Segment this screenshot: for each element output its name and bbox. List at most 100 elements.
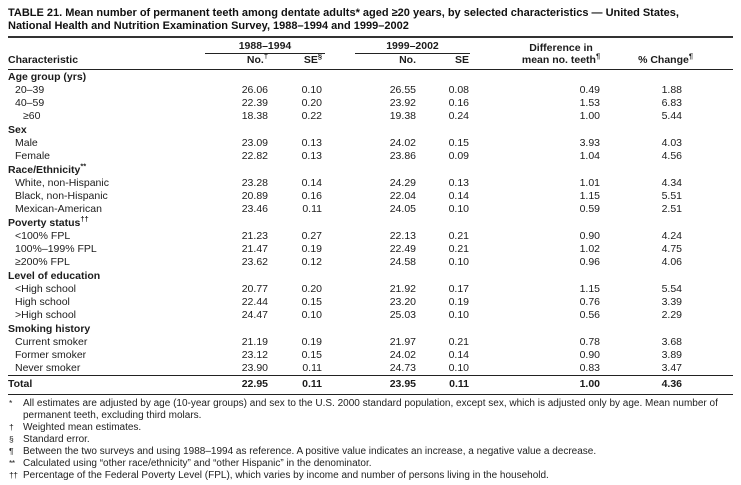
value-cell: 3.47: [661, 362, 682, 374]
data-row: <High school 20.77 0.20 21.92 0.17 1.15 5.54: [8, 283, 733, 296]
value-cell: 4.24: [661, 230, 682, 242]
footnote-text: Weighted mean estimates.: [23, 422, 142, 433]
value-cell: 0.19: [301, 243, 322, 255]
footnote: ¶ Between the two surveys and using 1988–…: [8, 446, 733, 458]
value-cell: 0.17: [448, 283, 469, 295]
value-cell: 4.75: [661, 243, 682, 255]
value-cell: 23.92: [389, 97, 416, 109]
value-cell: 22.49: [389, 243, 416, 255]
characteristic-cell: Never smoker: [15, 362, 81, 374]
header-spacer: [8, 40, 188, 54]
value-cell: 0.11: [302, 203, 322, 215]
footnote-text: Standard error.: [23, 434, 90, 445]
data-row: ≥60 18.38 0.22 19.38 0.24 1.00 5.44: [8, 110, 733, 123]
data-row: High school 22.44 0.15 23.20 0.19 0.76 3.39: [8, 296, 733, 309]
header-difference-label: mean no. teeth: [521, 54, 596, 66]
value-cell: 0.14: [448, 349, 469, 361]
header-pct-change-sup: ¶: [688, 51, 693, 61]
value-cell: 26.55: [389, 84, 416, 96]
value-cell: 0.16: [301, 190, 322, 202]
characteristic-cell: Former smoker: [15, 349, 87, 361]
footnotes: * All estimates are adjusted by age (10-y…: [8, 398, 733, 482]
value-cell: 0.59: [579, 203, 600, 215]
characteristic-cell: Current smoker: [15, 336, 88, 348]
value-cell: 0.10: [448, 309, 469, 321]
characteristic-cell: High school: [15, 296, 70, 308]
value-cell: 0.19: [301, 336, 322, 348]
footnote-marker: ††: [9, 469, 18, 480]
characteristic-cell: ≥60: [23, 110, 41, 122]
header-difference-sup: ¶: [595, 51, 601, 61]
value-cell: 0.15: [301, 296, 322, 308]
value-cell: 1.88: [661, 84, 682, 96]
value-cell: 0.10: [301, 84, 322, 96]
value-cell: 4.34: [661, 177, 682, 189]
value-cell: 6.83: [661, 97, 682, 109]
value-cell: 0.11: [302, 362, 322, 374]
value-cell: 0.15: [301, 349, 322, 361]
value-cell: 0.49: [579, 84, 600, 96]
footnote: † Weighted mean estimates.: [8, 422, 733, 434]
value-cell: 3.93: [579, 137, 600, 149]
data-row: >High school 24.47 0.10 25.03 0.10 0.56 2.29: [8, 309, 733, 322]
header-pct-change: % Change¶: [608, 51, 733, 70]
characteristic-cell: Female: [15, 150, 51, 162]
value-cell: 23.12: [241, 349, 268, 361]
value-cell: 24.02: [389, 349, 416, 361]
total-value-cell: 22.95: [188, 375, 276, 395]
value-cell: 2.29: [661, 309, 682, 321]
footnote: * All estimates are adjusted by age (10-y…: [8, 398, 733, 422]
value-cell: 23.09: [241, 137, 268, 149]
section-label: Sex: [8, 124, 27, 136]
header-spacer-2: [608, 40, 733, 54]
value-cell: 0.90: [579, 230, 600, 242]
table-title-line1: TABLE 21. Mean number of permanent teeth…: [8, 7, 679, 19]
characteristic-cell: 20–39: [15, 84, 45, 96]
section-header-row: Sex: [8, 123, 733, 137]
value-cell: 24.58: [389, 256, 416, 268]
value-cell: 0.13: [301, 137, 322, 149]
section-label-sup: **: [80, 161, 87, 171]
section-header-row: Age group (yrs): [8, 70, 733, 85]
characteristic-cell: Black, non-Hispanic: [15, 190, 108, 202]
title-rule: [8, 36, 733, 38]
section-label: Age group (yrs): [8, 71, 87, 83]
header-columns-row: Characteristic No.† SE§ No. SE mean no. …: [8, 51, 733, 70]
value-cell: 21.23: [241, 230, 268, 242]
data-row: 20–39 26.06 0.10 26.55 0.08 0.49 1.88: [8, 84, 733, 97]
section-label-sup: ††: [80, 214, 89, 224]
value-cell: 0.12: [301, 256, 322, 268]
footnote-marker: §: [9, 433, 14, 444]
value-cell: 0.19: [448, 296, 469, 308]
value-cell: 26.06: [241, 84, 268, 96]
footnote-text: All estimates are adjusted by age (10-ye…: [23, 398, 718, 421]
footnote-text: Percentage of the Federal Poverty Level …: [23, 470, 549, 481]
value-cell: 1.02: [579, 243, 600, 255]
header-no-1999: No.: [330, 54, 425, 70]
value-cell: 1.01: [579, 177, 600, 189]
value-cell: 1.53: [579, 97, 600, 109]
header-group-1999-2002-label: 1999–2002: [355, 40, 470, 54]
footnote: § Standard error.: [8, 434, 733, 446]
footnote-marker: **: [9, 457, 15, 468]
value-cell: 0.22: [301, 110, 322, 122]
value-cell: 0.15: [448, 137, 469, 149]
value-cell: 3.39: [661, 296, 682, 308]
value-cell: 0.13: [448, 177, 469, 189]
data-row: ≥200% FPL 23.62 0.12 24.58 0.10 0.96 4.06: [8, 256, 733, 269]
value-cell: 0.24: [448, 110, 469, 122]
value-cell: 0.78: [579, 336, 600, 348]
footnote-marker: *: [9, 397, 12, 408]
value-cell: 20.77: [241, 283, 268, 295]
value-cell: 22.13: [389, 230, 416, 242]
section-header-row: Race/Ethnicity**: [8, 161, 733, 177]
characteristic-cell: 40–59: [15, 97, 45, 109]
value-cell: 0.27: [301, 230, 322, 242]
footnote-marker: ¶: [9, 445, 14, 456]
value-cell: 0.13: [301, 150, 322, 162]
characteristic-cell: Male: [15, 137, 38, 149]
header-group-row: 1988–1994 1999–2002 Difference in: [8, 40, 733, 54]
value-cell: 0.10: [448, 256, 469, 268]
data-row: Black, non-Hispanic 20.89 0.16 22.04 0.14 1.1…: [8, 190, 733, 203]
value-cell: 0.20: [301, 97, 322, 109]
